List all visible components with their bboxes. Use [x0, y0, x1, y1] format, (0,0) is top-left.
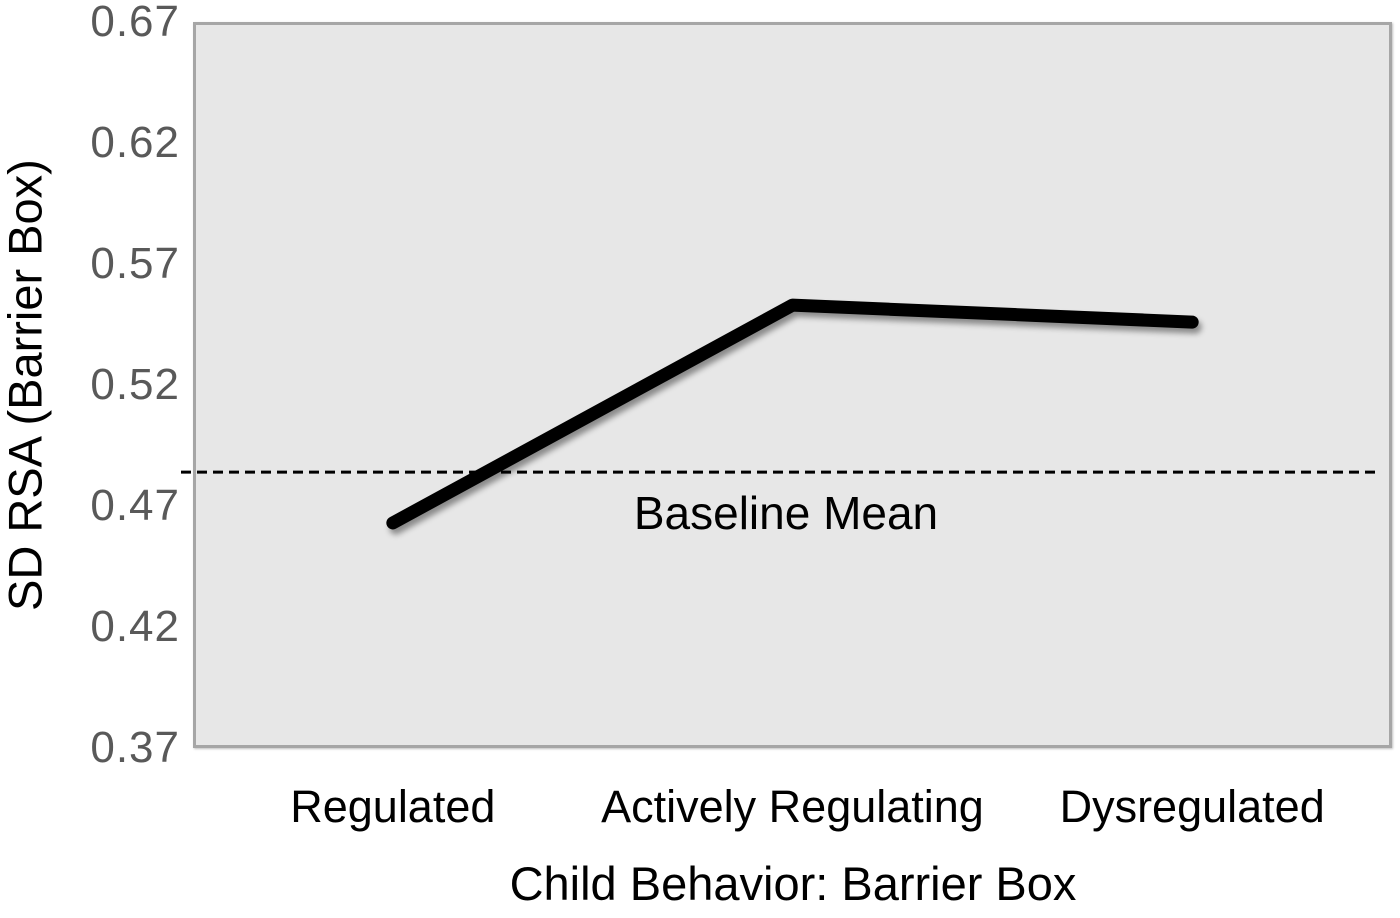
- y-tick-label: 0.37: [90, 723, 180, 772]
- y-tick-label: 0.62: [90, 118, 180, 167]
- x-axis-title: Child Behavior: Barrier Box: [509, 857, 1077, 910]
- x-tick-label: Actively Regulating: [601, 781, 984, 832]
- series-line: [386, 298, 1199, 530]
- x-tick-label: Dysregulated: [1059, 781, 1325, 832]
- plot-area: [181, 22, 1392, 748]
- y-tick-label: 0.42: [90, 602, 180, 651]
- y-tick-label: 0.57: [90, 239, 180, 288]
- baseline-mean-label: Baseline Mean: [633, 487, 939, 539]
- y-tick-label: 0.67: [90, 0, 180, 46]
- plot-canvas: [181, 298, 1378, 530]
- x-tick-label: Regulated: [290, 781, 496, 832]
- y-tick-label: 0.47: [90, 481, 180, 530]
- y-tick-label: 0.52: [90, 360, 180, 409]
